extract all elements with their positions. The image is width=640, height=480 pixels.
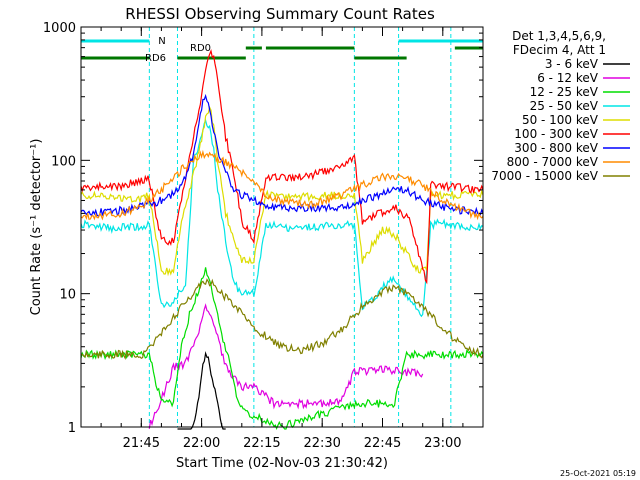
legend-entry-label: 12 - 25 keV	[530, 85, 599, 99]
legend-entry-label: 3 - 6 keV	[545, 57, 599, 71]
rd0-label: RD0	[190, 43, 211, 54]
series-line	[148, 303, 424, 429]
series-layer	[80, 48, 484, 430]
y-tick-label: 10	[59, 288, 76, 303]
legend-entry-label: 50 - 100 keV	[522, 113, 599, 127]
y-axis-label: Count Rate (s⁻¹ detector⁻¹)	[29, 139, 44, 316]
rd6-label: RD6	[145, 53, 166, 64]
x-tick-label: 21:45	[123, 436, 160, 451]
x-axis-label: Start Time (02-Nov-03 21:30:42)	[176, 456, 388, 471]
series-100-300-keV	[80, 48, 484, 285]
legend-entry-label: 25 - 50 keV	[530, 99, 599, 113]
x-tick-label: 22:00	[183, 436, 220, 451]
night-label: N	[158, 36, 165, 47]
legend-entry-label: 300 - 800 keV	[514, 141, 598, 155]
legend-entry-label: 800 - 7000 keV	[507, 155, 599, 169]
y-tick-label: 1	[68, 421, 76, 436]
series-line	[80, 149, 484, 221]
series-line	[80, 118, 484, 318]
series-50-100-keV	[80, 105, 484, 277]
y-tick-label: 100	[51, 154, 76, 169]
series-800-7000-keV	[80, 149, 484, 221]
legend-entry-label: 100 - 300 keV	[514, 127, 598, 141]
series-line	[80, 48, 484, 285]
legend-entry-label: 7000 - 15000 keV	[491, 169, 598, 183]
series-25-50-keV	[80, 118, 484, 318]
x-tick-label: 22:15	[243, 436, 280, 451]
series-7000-15000-keV	[80, 278, 484, 361]
x-axis: 21:45 22:00 22:15 22:30 22:45 23:00	[80, 27, 484, 451]
series-line	[80, 278, 484, 361]
chart-title: RHESSI Observing Summary Count Rates	[125, 5, 435, 23]
series-line	[80, 105, 484, 277]
series-3-6-keV	[177, 351, 226, 430]
y-tick-label: 1000	[43, 21, 76, 36]
series-6-12-keV	[148, 303, 424, 429]
legend-header: Det 1,3,4,5,6,9,	[512, 29, 606, 43]
footer-timestamp: 25-Oct-2021 05:19	[560, 469, 636, 478]
legend-entry-label: 6 - 12 keV	[537, 71, 599, 85]
y-axis: 1 10 100 1000	[43, 21, 483, 436]
x-tick-label: 22:30	[303, 436, 340, 451]
x-tick-label: 23:00	[424, 436, 461, 451]
legend: Det 1,3,4,5,6,9,FDecim 4, Att 13 - 6 keV…	[491, 29, 630, 183]
series-line	[177, 351, 226, 430]
legend-header: FDecim 4, Att 1	[513, 43, 606, 57]
x-tick-label: 22:45	[364, 436, 401, 451]
